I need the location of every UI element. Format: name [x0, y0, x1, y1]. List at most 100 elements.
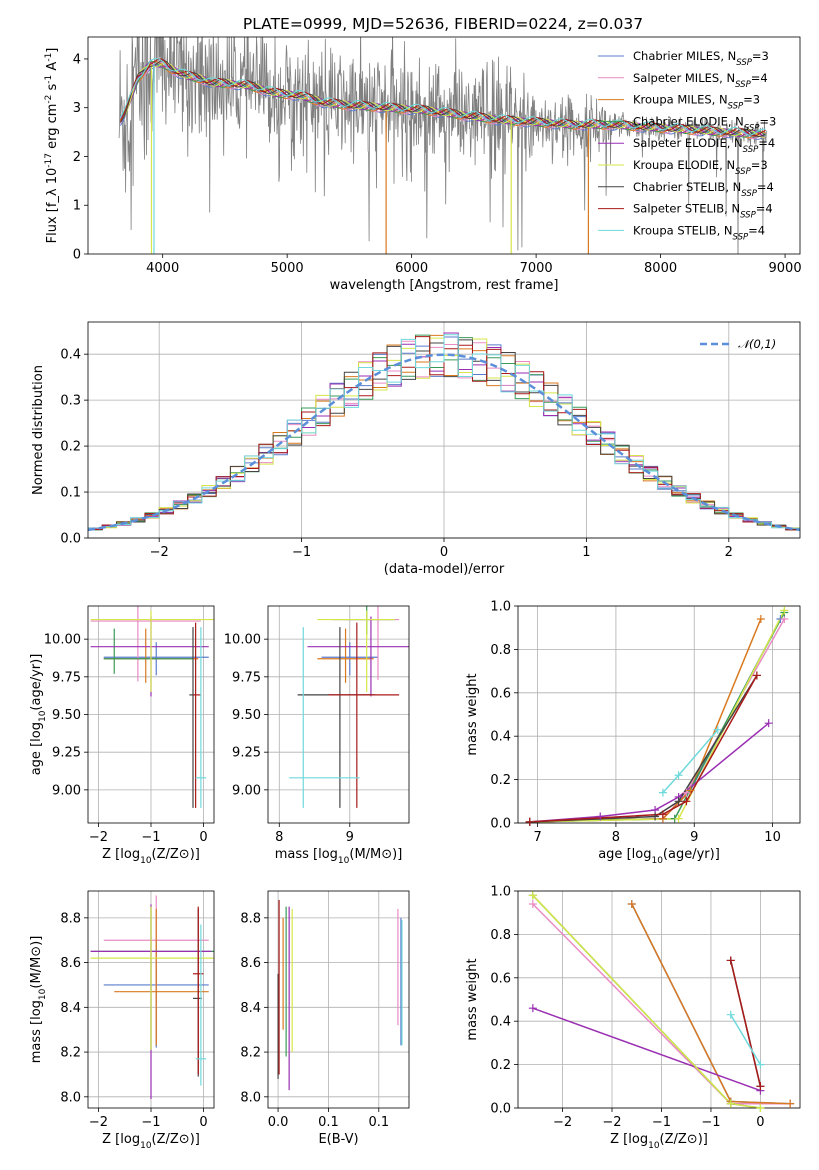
weight-marker [651, 812, 660, 821]
subscript: SSP [740, 211, 756, 221]
text-span: erg cm [45, 104, 60, 153]
spectrum-panel: 4000 5000 6000 7000 8000 9000 0 1 2 3 4 wavelength … [44, 36, 802, 293]
subscript: 10 [338, 856, 350, 866]
weight-marker [752, 671, 761, 680]
text-span: Salpeter STELIB, N [633, 202, 740, 216]
text-span: (data-model)/error [384, 562, 505, 577]
text-span: mass [ [29, 1020, 44, 1063]
x-tick-label: −2 [602, 1115, 621, 1130]
y-tick-label: 9.75 [232, 670, 261, 685]
text-span: Kroupa STELIB, N [633, 223, 733, 237]
weight-marker [756, 615, 765, 624]
x-tick-label: 6000 [395, 261, 428, 276]
x-axis-label: mass [log10(M/M⊙)] [275, 847, 403, 866]
text-span: =4 [751, 71, 768, 85]
text-span: Z [ [610, 1132, 628, 1147]
subscript: SSP [728, 102, 744, 112]
x-tick-label: 9 [346, 830, 354, 845]
y-tick-label: 4 [73, 52, 81, 67]
subscript: SSP [741, 189, 757, 199]
y-tick-label: 8.4 [240, 1001, 261, 1016]
axes-frame [517, 890, 801, 1109]
text-span: Z [ [102, 1132, 120, 1147]
y-axis-label: mass weight [465, 958, 480, 1040]
axes-frame [517, 605, 801, 824]
weight-marker [528, 891, 537, 900]
residual-histogram-panel: −2 −1 0 1 2 0.0 0.1 0.2 0.3 0.4 (data-model)/error… [31, 321, 801, 577]
y-axis-label: Normed distribution [31, 365, 46, 495]
weight-marker [525, 817, 534, 826]
weight-marker [674, 771, 683, 780]
figure-title: PLATE=0999, MJD=52636, FIBERID=0224, z=0… [243, 15, 643, 33]
superscript: -17 [44, 153, 54, 168]
legend-label: Kroupa MILES, NSSP=3 [633, 93, 760, 112]
y-tick-label: 8.0 [60, 1090, 81, 1105]
y-tick-label: 8.8 [240, 911, 261, 926]
x-tick-label: 0.1 [318, 1115, 339, 1130]
model-spectrum-line [119, 57, 766, 136]
plot-area [118, 37, 767, 254]
subscript: 10 [651, 856, 663, 866]
x-tick-label: 8000 [644, 261, 677, 276]
x-axis-label: wavelength [Angstrom, rest frame] [330, 278, 559, 293]
text-span: (age/yr)] [29, 654, 44, 711]
axes-frame [87, 890, 215, 1109]
y-tick-label: 0.4 [60, 348, 81, 363]
text-span: log [628, 1132, 648, 1147]
text-span: Flux [f_λ 10 [45, 168, 60, 244]
legend-label: Chabrier MILES, NSSP=3 [633, 49, 769, 68]
weight-marker [786, 1099, 795, 1108]
weight-line [730, 1014, 762, 1065]
x-tick-label: 7000 [520, 261, 553, 276]
subscript: SSP [743, 145, 759, 155]
x-tick-label: 8 [275, 830, 283, 845]
y-axis-label: age [log10(age/yr)] [29, 654, 48, 776]
x-tick-label: 0.1 [368, 1115, 389, 1130]
x-tick-label: −2 [89, 1115, 108, 1130]
model-spectrum-line [119, 59, 766, 137]
x-tick-label: −1 [652, 1115, 671, 1130]
text-span: =4 [758, 136, 775, 150]
observed-spectrum [118, 37, 767, 254]
y-tick-label: 0.2 [60, 440, 81, 455]
y-tick-label: 8.8 [60, 911, 81, 926]
subscript: SSP [733, 232, 749, 242]
x-tick-label: 1 [582, 545, 590, 560]
x-tick-label: −1 [292, 545, 311, 560]
text-span: log [120, 847, 140, 862]
x-axis-label: Z [log10(Z/Z⊙)] [610, 1132, 708, 1151]
y-tick-label: 2 [73, 150, 81, 165]
superscript: -1 [44, 75, 54, 84]
y-tick-label: 10.00 [44, 633, 81, 648]
text-span: age [ [598, 847, 631, 862]
subscript: 10 [648, 1141, 660, 1151]
x-tick-label: −1 [701, 1115, 720, 1130]
axes-frame [267, 605, 410, 824]
weight-line [529, 612, 785, 823]
x-tick-label: −2 [553, 1115, 572, 1130]
weight-marker [713, 725, 722, 734]
x-tick-label: 10 [764, 830, 781, 845]
subscript: 10 [140, 856, 152, 866]
plot-area [88, 332, 800, 532]
x-tick-label: −2 [89, 830, 108, 845]
subscript: 10 [38, 710, 48, 722]
normal-curve [88, 353, 800, 532]
text-span: Kroupa ELODIE, N [633, 158, 735, 172]
legend-label: Salpeter ELODIE, NSSP=4 [633, 136, 775, 155]
y-tick-label: 0.2 [490, 1058, 511, 1073]
y-tick-label: 0.6 [490, 971, 511, 986]
plot-area [289, 606, 409, 808]
text-span: mass [ [275, 847, 318, 862]
y-tick-label: 1.0 [490, 885, 511, 900]
age-vs-mass-panel: 8 9 9.00 9.25 9.50 9.75 10.00 mass [log10(M/M⊙)… [224, 605, 410, 866]
y-tick-label: 3 [73, 101, 81, 116]
text-span: log [29, 1000, 44, 1020]
subscript: SSP [736, 58, 752, 68]
x-tick-label: 4000 [146, 261, 179, 276]
text-span: (M/M⊙)] [349, 847, 402, 862]
text-span: wavelength [Angstrom, rest frame] [330, 278, 559, 293]
